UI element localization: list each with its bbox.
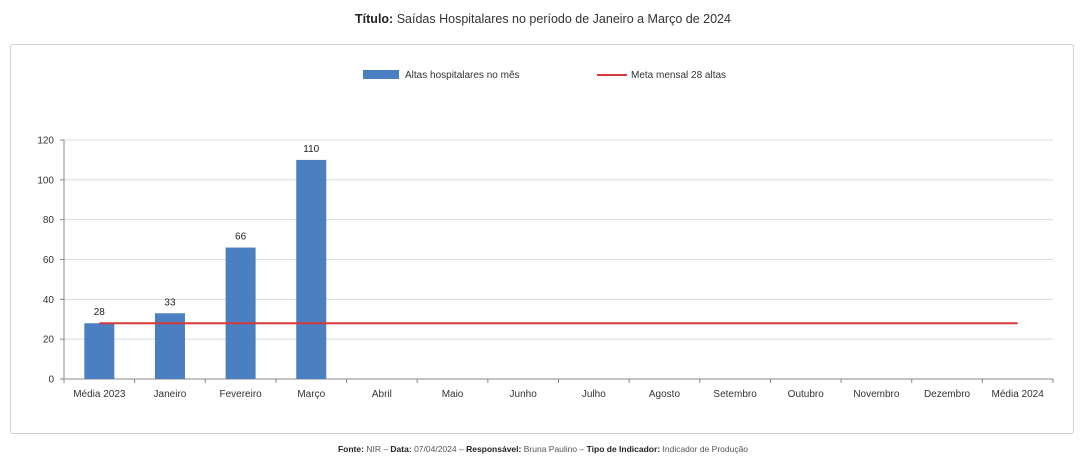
bar-chart: 0 20 40 60 80 100 120 Média 2023 Janeiro Fevereir… [37, 70, 1054, 400]
data-label: 33 [164, 297, 176, 308]
footer-type-label: Tipo de Indicador: [586, 444, 661, 454]
x-tick-label: Outubro [788, 389, 825, 400]
footer-source-label: Fonte: [337, 444, 364, 454]
y-tick-label: 60 [43, 255, 55, 266]
footer-date-value: 07/04/2024 [414, 444, 457, 454]
x-tick-label: Maio [442, 389, 464, 400]
y-tick-label: 100 [37, 175, 54, 186]
x-tick-label: Média 2023 [73, 389, 126, 400]
x-tick-label: Junho [510, 389, 538, 400]
title-label: Título: [355, 12, 394, 26]
y-tick-label: 120 [37, 136, 54, 147]
footer-sep-2: – [458, 444, 467, 454]
legend-line-label: Meta mensal 28 altas [631, 70, 726, 81]
x-tick-label: Janeiro [154, 389, 187, 400]
bar [296, 159, 327, 379]
chart-title: Título: Saídas Hospitalares no período d… [0, 12, 1086, 26]
x-tick-label: Agosto [649, 389, 681, 400]
title-text: Saídas Hospitalares no período de Janeir… [396, 12, 731, 26]
x-tick-label: Março [297, 389, 325, 400]
footer: Fonte: NIR – Data: 07/04/2024 – Responsá… [0, 444, 1086, 454]
data-label: 66 [235, 232, 247, 243]
y-tick-label: 20 [43, 335, 55, 346]
x-tick-label: Média 2024 [992, 389, 1045, 400]
bar [225, 247, 256, 379]
footer-date-label: Data: [390, 444, 412, 454]
x-tick-label: Abril [372, 389, 392, 400]
footer-sep-3: – [579, 444, 587, 454]
x-tick-label: Setembro [713, 389, 757, 400]
bar [84, 323, 115, 379]
x-tick-label: Fevereiro [219, 389, 262, 400]
footer-responsible-label: Responsável: [466, 444, 522, 454]
footer-type-value: Indicador de Produção [662, 444, 749, 454]
x-tick-label: Novembro [853, 389, 900, 400]
data-label: 110 [303, 144, 319, 155]
x-tick-label: Dezembro [924, 389, 971, 400]
y-tick-label: 0 [48, 375, 54, 386]
footer-sep-1: – [383, 444, 391, 454]
y-tick-label: 40 [43, 295, 55, 306]
chart-frame: 0 20 40 60 80 100 120 Média 2023 Janeiro Fevereir… [10, 44, 1074, 434]
legend-bar-label: Altas hospitalares no mês [405, 70, 520, 81]
footer-responsible-value: Bruna Paulino [523, 444, 578, 454]
legend-bar-swatch [363, 70, 399, 79]
footer-source-value: NIR [366, 444, 381, 454]
y-tick-label: 80 [43, 215, 55, 226]
data-label: 28 [94, 307, 106, 318]
x-tick-label: Julho [582, 389, 606, 400]
